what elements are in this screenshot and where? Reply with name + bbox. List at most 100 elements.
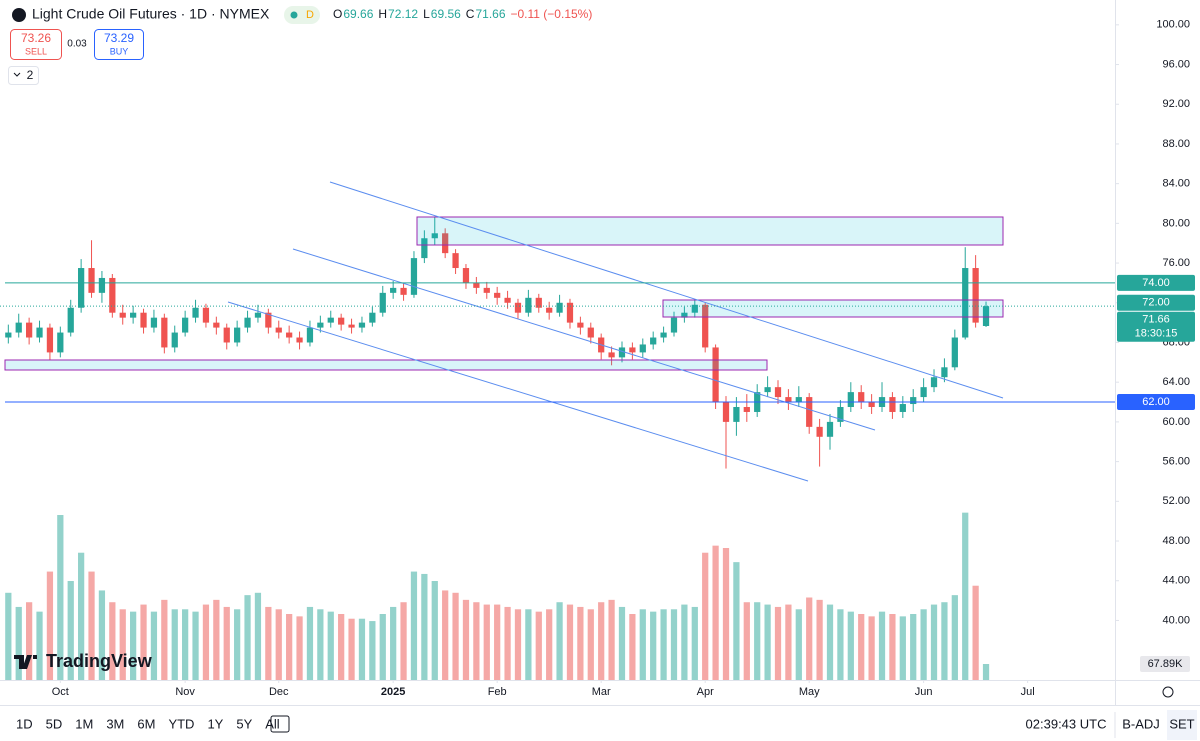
- candle-body: [254, 312, 262, 318]
- logo-text: TradingView: [46, 651, 153, 671]
- candle-body: [556, 302, 563, 313]
- range-button[interactable]: 5Y: [236, 716, 252, 731]
- volume-bar: [286, 614, 293, 680]
- volume-bar: [587, 609, 594, 680]
- candle-body: [691, 304, 698, 313]
- indicator-count[interactable]: 2: [27, 68, 34, 82]
- range-button[interactable]: 5D: [46, 716, 63, 731]
- y-tick-label: 40.00: [1162, 614, 1190, 626]
- price-line-label: 72.00: [1142, 297, 1170, 309]
- volume-bar: [452, 592, 459, 680]
- candle-body: [462, 268, 470, 283]
- candle-body: [972, 268, 979, 323]
- volume-bar: [130, 611, 137, 680]
- volume-bar: [410, 571, 418, 680]
- candle-body: [473, 282, 480, 288]
- candle-body: [348, 324, 355, 328]
- buy-price[interactable]: 73.29: [104, 31, 134, 45]
- x-tick-label: 2025: [381, 686, 405, 698]
- x-tick-label: Apr: [697, 686, 714, 698]
- volume-bar: [733, 562, 740, 680]
- candle-body: [431, 233, 438, 239]
- volume-bar: [743, 602, 750, 680]
- session-toggle[interactable]: SET: [1169, 716, 1194, 731]
- sell-label[interactable]: SELL: [25, 46, 47, 56]
- range-button[interactable]: 6M: [137, 716, 155, 731]
- candle-body: [577, 322, 584, 328]
- candle-body: [785, 397, 792, 403]
- range-button[interactable]: 1D: [16, 716, 33, 731]
- y-tick-label: 76.00: [1162, 257, 1190, 269]
- volume-bar: [400, 602, 407, 680]
- price-label-box: [1117, 294, 1195, 311]
- volume-bar: [140, 604, 147, 680]
- settings-icon[interactable]: [1162, 686, 1174, 698]
- candle-body: [899, 404, 906, 412]
- ohlc-legend: O 69.66 H 72.12 L 69.56 C 71.66 −0.11 (−0.15%): [333, 7, 592, 21]
- candle-body: [286, 332, 293, 338]
- volume-bar: [681, 604, 688, 680]
- clock[interactable]: 02:39:43 UTC: [1026, 716, 1107, 731]
- buy-label[interactable]: BUY: [110, 46, 129, 56]
- volume-bar: [785, 604, 792, 680]
- volume-bar: [317, 609, 324, 680]
- volume-bar: [941, 602, 948, 680]
- channel-line: [329, 181, 1004, 399]
- candle-body: [317, 322, 324, 328]
- sell-price[interactable]: 73.26: [21, 31, 51, 45]
- candle-body: [296, 337, 303, 343]
- range-button[interactable]: 1Y: [207, 716, 223, 731]
- volume-bar: [754, 602, 761, 680]
- candle-body: [57, 332, 64, 353]
- x-tick-label: May: [799, 686, 820, 698]
- channel-line: [292, 248, 876, 431]
- candle-body: [982, 306, 990, 327]
- candle-body: [202, 307, 210, 323]
- volume-bar: [5, 592, 12, 680]
- y-tick-label: 92.00: [1162, 98, 1190, 110]
- buy-button[interactable]: [94, 29, 144, 60]
- y-tick-label: 60.00: [1162, 416, 1190, 428]
- candle-body: [795, 397, 802, 403]
- indicators-toggle[interactable]: [8, 66, 39, 85]
- candle-body: [171, 332, 178, 348]
- volume-bar: [462, 599, 470, 680]
- range-button[interactable]: All: [265, 716, 280, 731]
- y-tick-label: 96.00: [1162, 58, 1190, 70]
- volume-bar: [910, 614, 917, 680]
- volume-bar: [119, 609, 126, 680]
- candle-body: [442, 233, 449, 254]
- candle-body: [5, 332, 12, 338]
- volume-bar: [36, 611, 43, 680]
- y-tick-label: 44.00: [1162, 575, 1190, 587]
- status-dot: [290, 11, 298, 19]
- volume-bar: [182, 609, 189, 680]
- candle-body: [67, 307, 74, 333]
- adjust-toggle[interactable]: B-ADJ: [1122, 716, 1160, 731]
- sell-button[interactable]: [10, 29, 62, 60]
- volume-bar: [795, 609, 802, 680]
- volume-bar: [421, 573, 428, 680]
- candle-body: [868, 402, 875, 408]
- volume-bar: [930, 604, 938, 680]
- date-range-icon[interactable]: [270, 715, 290, 733]
- candle-body: [650, 337, 657, 345]
- range-button[interactable]: 1M: [75, 716, 93, 731]
- volume-bar: [514, 609, 522, 680]
- y-tick-label: 56.00: [1162, 456, 1190, 468]
- candle-body: [608, 352, 615, 358]
- range-button[interactable]: 3M: [106, 716, 124, 731]
- volume-bar: [358, 618, 366, 680]
- volume-bar: [962, 512, 969, 680]
- volume-bar: [702, 552, 709, 680]
- volume-bar: [57, 515, 64, 680]
- candle-body: [369, 312, 376, 323]
- volume-bar: [504, 606, 511, 680]
- session-bg[interactable]: [1167, 710, 1197, 740]
- price-line-label: 74.00: [1142, 277, 1170, 289]
- x-tick-label: Feb: [488, 686, 507, 698]
- range-button[interactable]: YTD: [168, 716, 194, 731]
- price-line-label: 62.00: [1142, 396, 1170, 408]
- volume-bar: [806, 597, 813, 680]
- candle-body: [182, 317, 189, 333]
